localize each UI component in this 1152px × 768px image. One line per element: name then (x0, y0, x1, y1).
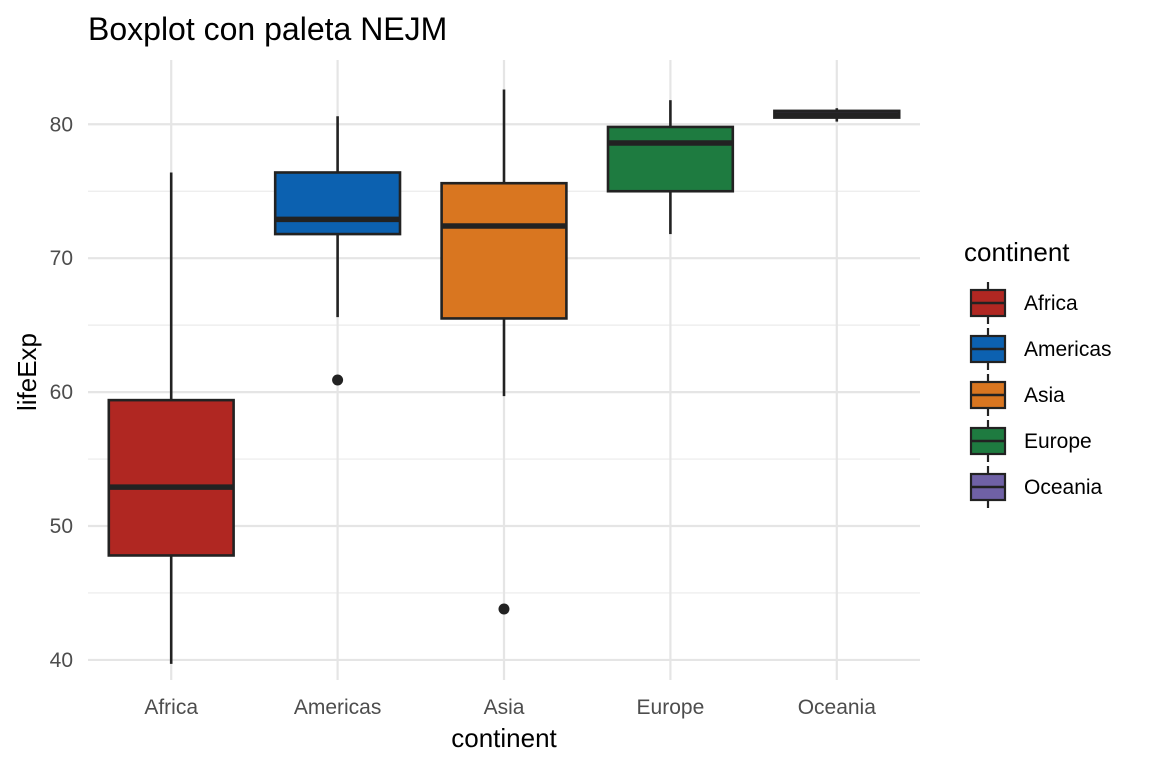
y-tick-label: 60 (50, 381, 73, 404)
x-tick-label: Europe (637, 696, 705, 719)
legend-label: Asia (1024, 384, 1065, 407)
legend: continent Africa Americas Asia Europe Oceani… (964, 237, 1112, 508)
box-oceania (773, 108, 901, 122)
chart-title: Boxplot con paleta NEJM (88, 11, 447, 47)
box-europe (606, 100, 735, 235)
x-tick-label: Oceania (798, 696, 877, 719)
y-tick-label: 40 (50, 649, 73, 672)
box-iqr (107, 398, 235, 557)
legend-item-africa: Africa (969, 282, 1078, 324)
y-axis-ticks: 40 50 60 70 80 (50, 113, 73, 672)
legend-label: Africa (1024, 292, 1078, 315)
box-iqr (440, 181, 568, 320)
legend-label: Americas (1024, 338, 1112, 361)
box-asia (440, 89, 568, 615)
legend-title: continent (964, 237, 1070, 267)
x-axis-title: continent (451, 723, 557, 753)
y-tick-label: 70 (50, 247, 73, 270)
boxes (107, 89, 901, 664)
outlier-point (332, 374, 344, 386)
legend-label: Oceania (1024, 476, 1103, 499)
x-tick-label: Americas (294, 696, 382, 719)
legend-item-europe: Europe (969, 420, 1092, 462)
legend-label: Europe (1024, 430, 1092, 453)
box-africa (107, 172, 235, 664)
legend-item-americas: Americas (969, 328, 1112, 370)
x-axis-ticks: Africa Americas Asia Europe Oceania (144, 696, 876, 719)
x-tick-label: Africa (144, 696, 198, 719)
y-tick-label: 80 (50, 113, 73, 136)
box-americas (273, 116, 402, 386)
box-iqr (606, 125, 735, 193)
y-axis-title: lifeExp (12, 333, 42, 411)
legend-item-oceania: Oceania (969, 466, 1103, 508)
x-tick-label: Asia (484, 696, 525, 719)
y-tick-label: 50 (50, 515, 73, 538)
legend-item-asia: Asia (969, 374, 1065, 416)
outlier-point (498, 603, 510, 615)
box-iqr (273, 171, 402, 236)
